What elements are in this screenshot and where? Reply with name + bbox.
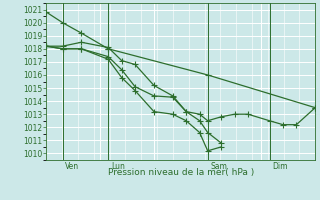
Text: Lun: Lun [111,162,125,171]
Text: Sam: Sam [210,162,227,171]
Text: Ven: Ven [65,162,79,171]
Text: Dim: Dim [272,162,288,171]
X-axis label: Pression niveau de la mer( hPa ): Pression niveau de la mer( hPa ) [108,168,254,177]
